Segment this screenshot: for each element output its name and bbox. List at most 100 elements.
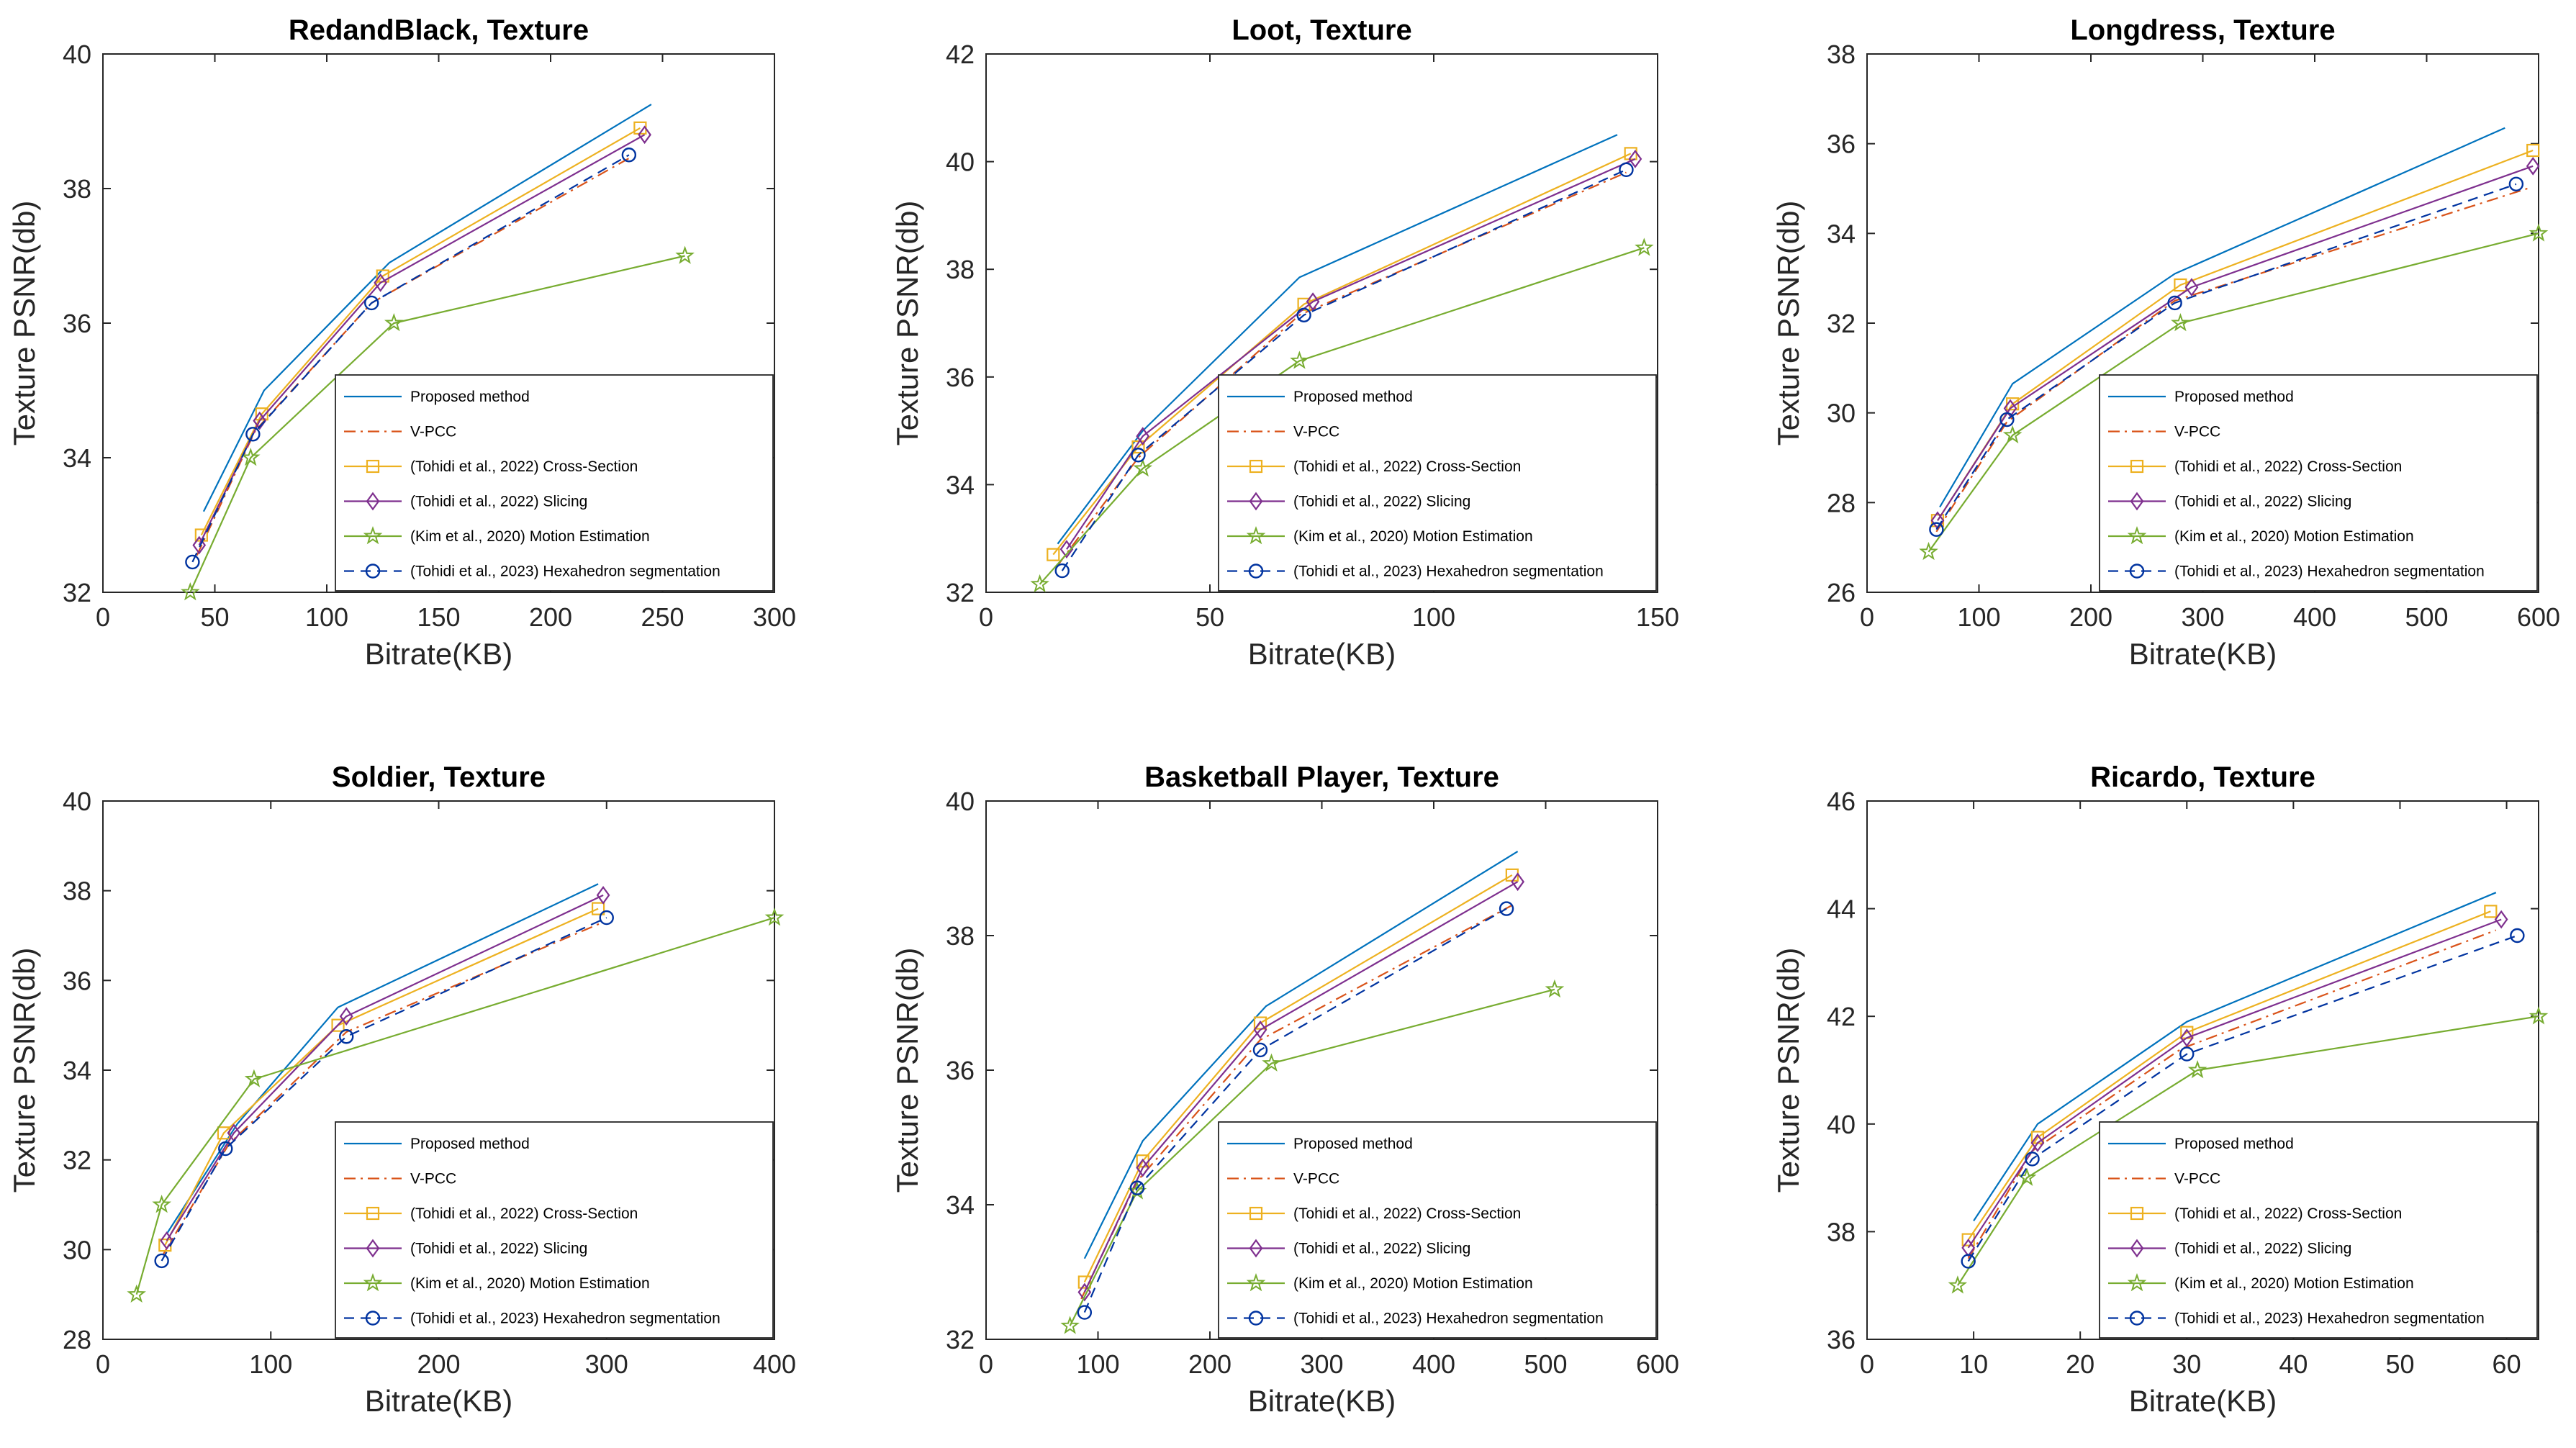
legend-label: (Kim et al., 2020) Motion Estimation (410, 528, 650, 545)
x-tick-label: 250 (641, 602, 684, 632)
series-v-pcc (1967, 929, 2497, 1259)
legend-label: (Tohidi et al., 2022) Cross-Section (410, 1205, 638, 1222)
legend-marker (366, 1239, 380, 1258)
legend-label: (Tohidi et al., 2022) Slicing (1293, 1241, 1470, 1257)
series-tohidi-et-al-2022-slicing (1930, 156, 2540, 530)
data-point (192, 535, 207, 555)
data-point (1077, 1275, 1091, 1289)
x-tick-label: 150 (417, 602, 460, 632)
legend-label: (Tohidi et al., 2022) Slicing (2174, 494, 2351, 510)
series-proposed-method (1083, 851, 1519, 1259)
legend-marker (1246, 525, 1266, 545)
data-point (1999, 412, 2015, 427)
legend-label: V-PCC (1293, 424, 1339, 440)
y-tick-label: 40 (946, 148, 975, 177)
y-tick-label: 34 (63, 443, 91, 473)
x-tick-label: 0 (1860, 1349, 1874, 1379)
x-tick-label: 0 (1860, 602, 1874, 632)
legend-marker (2130, 459, 2144, 474)
panel-soldier: 0 100 200 300 400 28 30 32 34 36 38 40 Soldier, Text… (7, 761, 796, 1418)
data-point (1511, 872, 1524, 892)
legend-label: Proposed method (2174, 1136, 2294, 1152)
y-axis-label: Texture PSNR(db) (7, 948, 41, 1193)
series-line (1973, 892, 2497, 1222)
y-tick-label: 28 (63, 1325, 91, 1354)
legend-entry: (Kim et al., 2020) Motion Estimation (344, 1272, 650, 1292)
data-point (2179, 1046, 2195, 1062)
legend: Proposed method V-PCC (Tohidi et al., 2022… (2099, 1121, 2538, 1339)
y-tick-label: 28 (1827, 488, 1856, 517)
x-tick-label: 50 (200, 602, 229, 632)
series-kim-et-al-2020-motion-estimation (180, 245, 695, 601)
x-tick-label: 100 (305, 602, 348, 632)
legend-marker (365, 564, 381, 579)
series-proposed-method (1939, 127, 2505, 508)
legend-marker (2129, 1311, 2145, 1326)
legend-entry: Proposed method (344, 389, 530, 405)
legend-entry: V-PCC (1227, 1171, 1339, 1187)
series-tohidi-et-al-2023-hexahedron-segmentation (1929, 176, 2524, 537)
legend-marker (2130, 1239, 2144, 1258)
y-tick-label: 42 (1827, 1002, 1856, 1031)
data-point (2167, 295, 2182, 311)
legend-label: Proposed method (1293, 1136, 1413, 1152)
y-tick-label: 36 (946, 363, 975, 392)
data-point (244, 1069, 264, 1087)
x-tick-label: 40 (2279, 1349, 2308, 1379)
series-line (1069, 988, 1555, 1326)
legend-entry: Proposed method (2108, 389, 2294, 405)
y-tick-label: 38 (946, 255, 975, 284)
series-kim-et-al-2020-motion-estimation (1919, 223, 2549, 561)
series-tohidi-et-al-2022-cross-section (158, 902, 605, 1252)
legend-entry: (Tohidi et al., 2023) Hexahedron segment… (2108, 564, 2485, 580)
series-line (1083, 874, 1513, 1282)
y-tick-label: 32 (63, 1146, 91, 1175)
legend-marker (1248, 564, 1264, 579)
y-tick-label: 32 (63, 578, 91, 607)
data-point (2526, 143, 2540, 158)
y-tick-label: 40 (1827, 1110, 1856, 1139)
legend-entry: (Tohidi et al., 2022) Cross-Section (344, 458, 638, 475)
data-point (217, 1126, 231, 1140)
legend-entry: (Tohidi et al., 2023) Hexahedron segment… (1227, 564, 1604, 580)
y-tick-label: 36 (1827, 130, 1856, 159)
data-point (1054, 563, 1070, 579)
x-axis-label: Bitrate(KB) (365, 1384, 512, 1418)
data-point (1619, 162, 1634, 178)
data-point (1290, 350, 1309, 369)
x-tick-label: 400 (1412, 1349, 1455, 1379)
x-tick-label: 400 (2293, 602, 2336, 632)
data-point (2508, 176, 2524, 191)
series-tohidi-et-al-2022-cross-section (1961, 905, 2498, 1246)
x-tick-label: 300 (753, 602, 796, 632)
legend-marker (363, 1272, 383, 1292)
x-axis-label: Bitrate(KB) (365, 637, 512, 671)
legend-marker (363, 525, 383, 545)
chart-title: Longdress, Texture (2070, 14, 2335, 46)
legend-entry: V-PCC (1227, 424, 1339, 440)
series-line (166, 894, 604, 1241)
series-line (135, 917, 775, 1295)
chart-title: Basketball Player, Texture (1144, 761, 1499, 793)
series-line (1083, 881, 1519, 1293)
x-tick-label: 10 (1959, 1349, 1988, 1379)
data-point (2526, 156, 2540, 176)
legend-label: V-PCC (410, 424, 456, 440)
x-tick-label: 600 (2517, 602, 2560, 632)
legend-box (1218, 374, 1657, 592)
x-tick-label: 300 (1300, 1349, 1343, 1379)
x-tick-label: 0 (96, 1349, 110, 1379)
legend-entry: Proposed method (1227, 389, 1413, 405)
legend-entry: (Tohidi et al., 2023) Hexahedron segment… (2108, 1311, 2485, 1327)
series-tohidi-et-al-2022-slicing (1059, 149, 1642, 559)
y-tick-label: 40 (946, 787, 975, 816)
y-tick-label: 36 (63, 309, 91, 338)
legend-label: (Kim et al., 2020) Motion Estimation (1293, 528, 1533, 545)
legend-box (2099, 374, 2538, 592)
data-point (2528, 223, 2549, 242)
series-proposed-method (1057, 134, 1618, 545)
legend-label: (Kim et al., 2020) Motion Estimation (2174, 1275, 2414, 1292)
legend-label: (Tohidi et al., 2022) Slicing (2174, 1241, 2351, 1257)
legend-label: V-PCC (2174, 424, 2220, 440)
legend-label: (Kim et al., 2020) Motion Estimation (410, 1275, 650, 1292)
